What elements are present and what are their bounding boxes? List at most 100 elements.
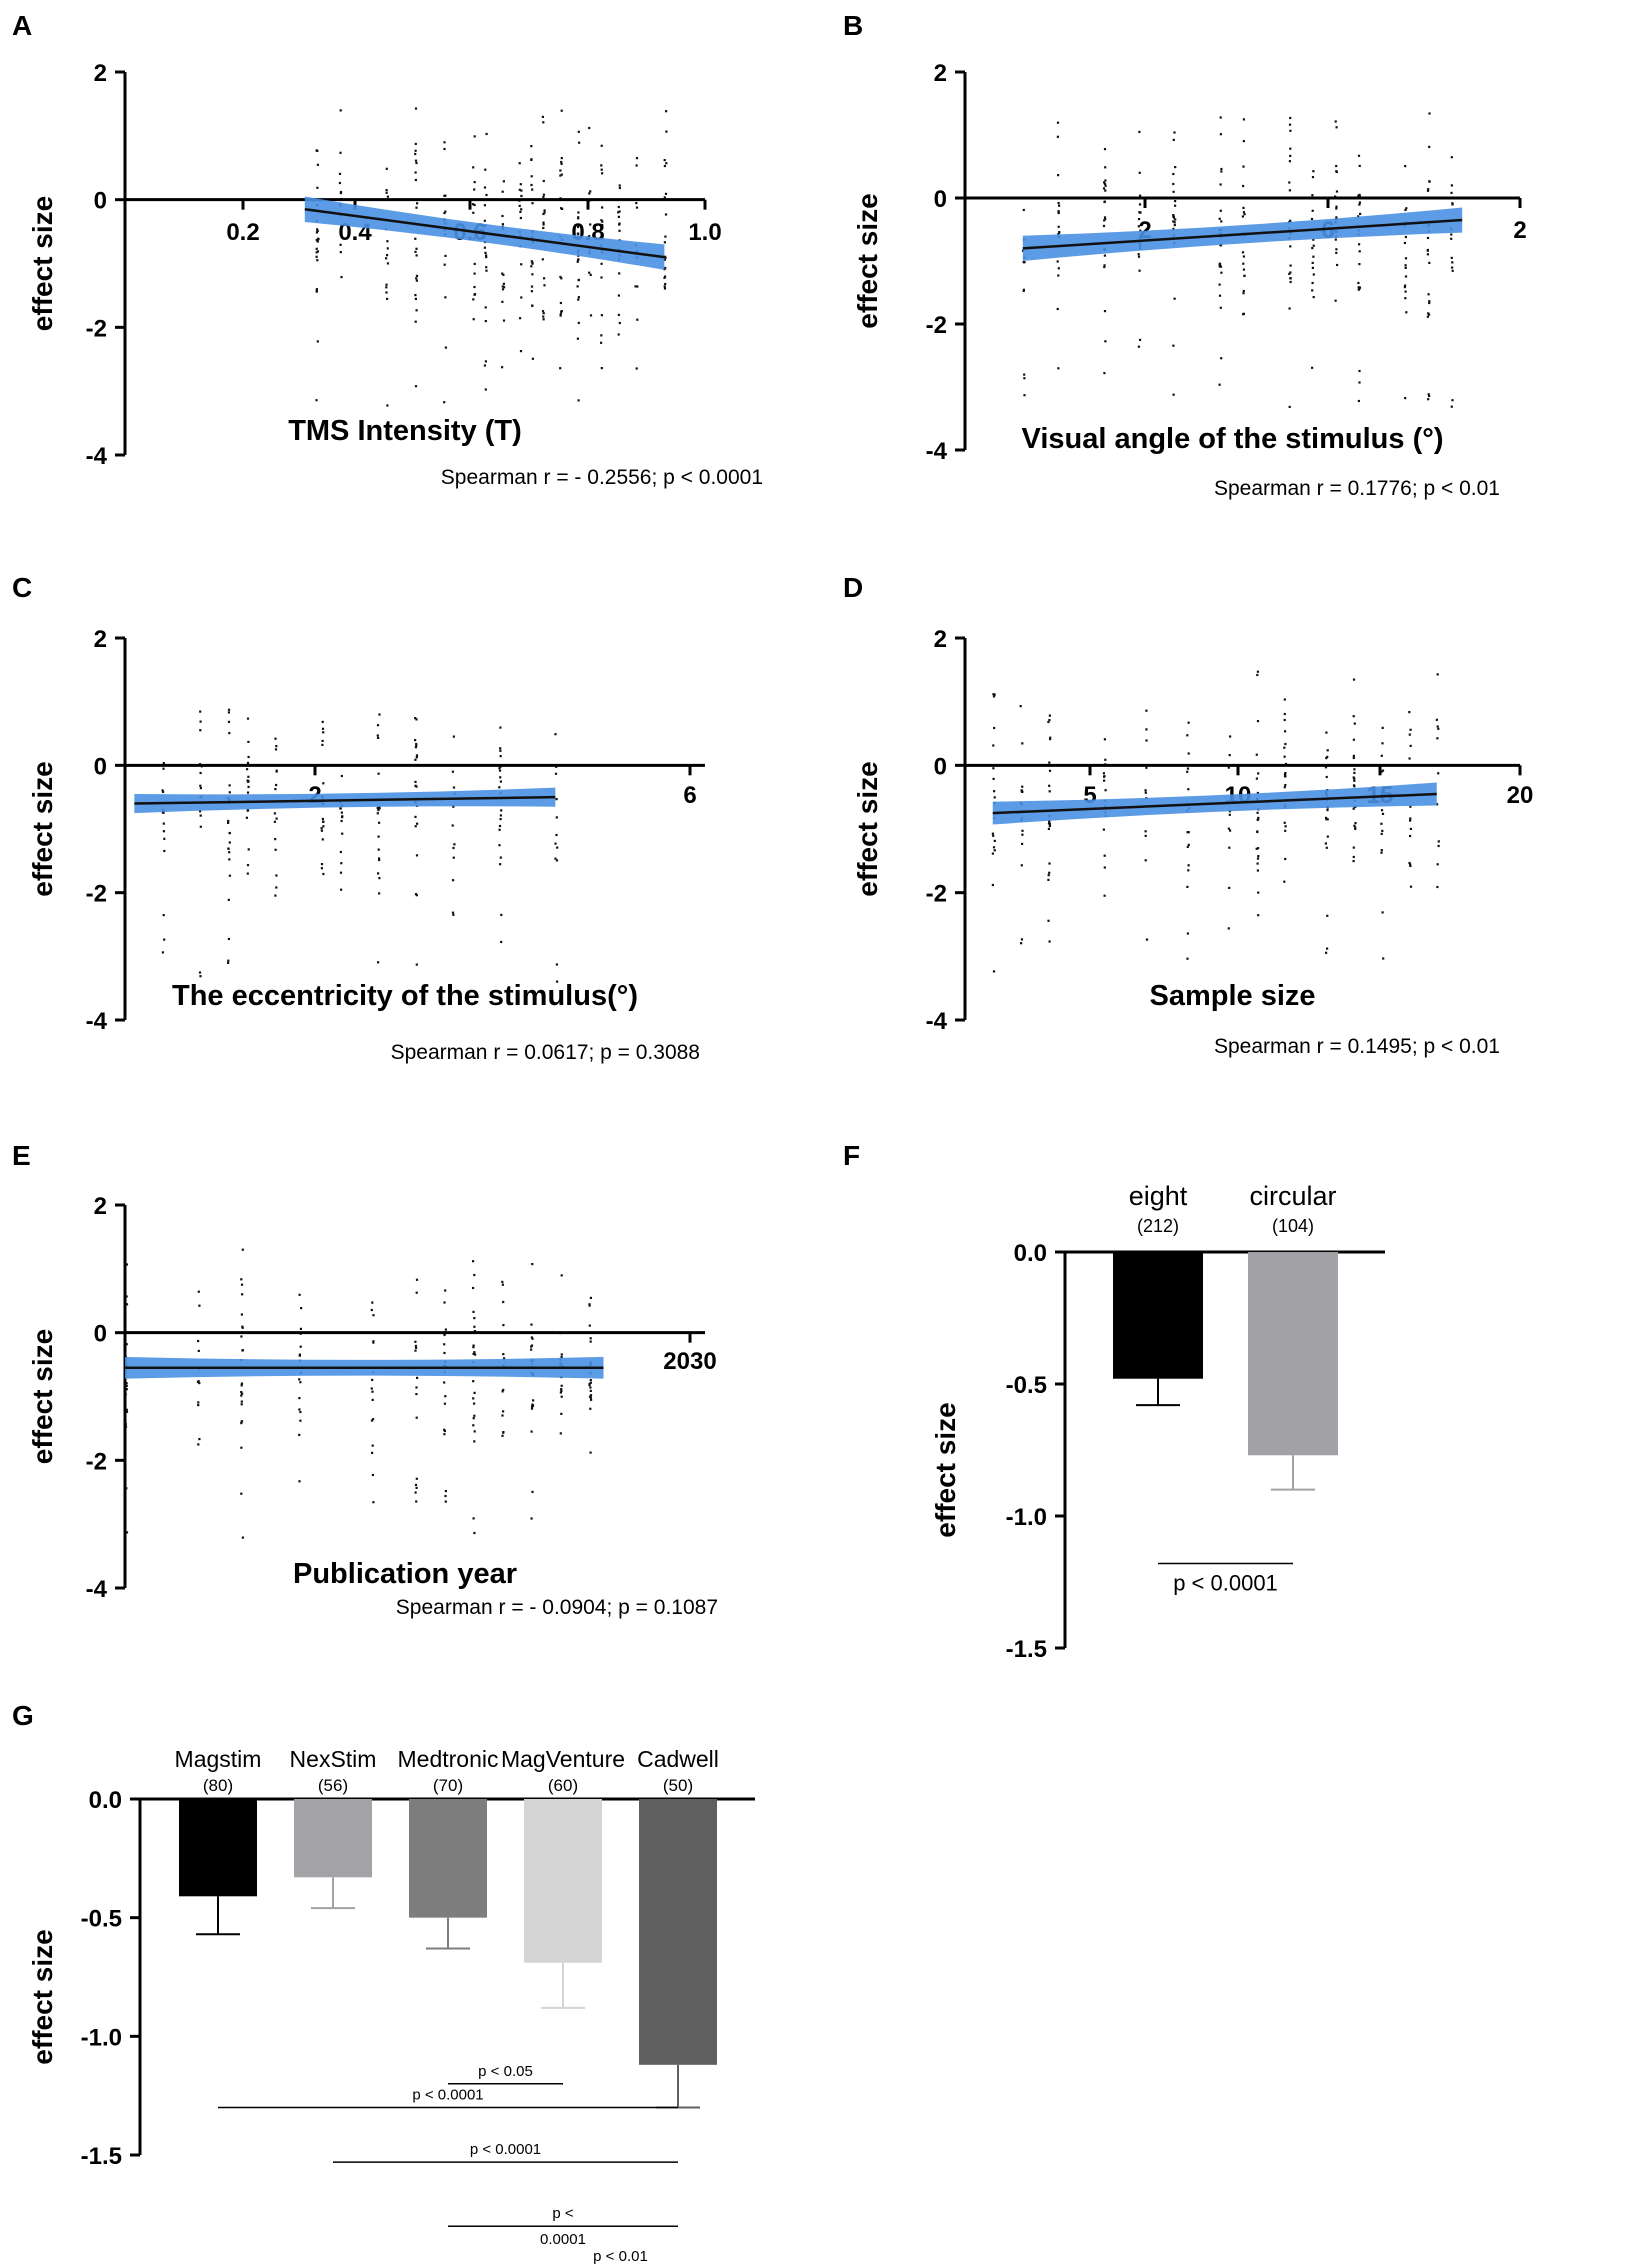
scatter-point xyxy=(576,285,579,288)
scatter-point xyxy=(1284,730,1287,733)
scatter-point xyxy=(992,767,995,770)
scatter-point xyxy=(386,254,389,257)
scatter-point xyxy=(1172,393,1175,396)
scatter-point xyxy=(443,141,446,144)
scatter-point xyxy=(298,1480,301,1483)
scatter-point xyxy=(199,771,202,775)
scatter-point xyxy=(1255,777,1258,780)
scatter-point xyxy=(1172,138,1175,141)
scatter-point xyxy=(554,857,557,860)
scatter-point xyxy=(635,202,638,205)
scatter-point xyxy=(1048,824,1051,828)
scatter-point xyxy=(1256,720,1260,723)
scatter-point xyxy=(275,886,278,889)
scatter-point xyxy=(228,708,231,711)
scatter-point xyxy=(1358,164,1361,167)
scatter-point xyxy=(414,1491,417,1494)
scatter-point xyxy=(498,769,502,772)
scatter-point xyxy=(473,1330,476,1333)
scatter-point xyxy=(501,288,505,291)
scatter-point xyxy=(1357,215,1360,218)
scatter-point xyxy=(378,821,381,824)
scatter-point xyxy=(519,350,523,353)
scatter-point xyxy=(1380,851,1383,854)
scatter-point xyxy=(452,786,456,789)
scatter-point xyxy=(1173,297,1176,300)
scatter-point xyxy=(1335,251,1338,254)
scatter-point xyxy=(502,180,505,183)
scatter-point xyxy=(1335,216,1338,219)
scatter-point xyxy=(485,132,488,136)
scatter-point xyxy=(1219,306,1222,309)
y-tick-label: -1.5 xyxy=(81,2143,122,2170)
scatter-point xyxy=(321,720,324,723)
scatter-point xyxy=(415,1477,418,1480)
scatter-point xyxy=(376,724,380,727)
scatter-point xyxy=(1311,176,1315,179)
scatter-point xyxy=(472,1417,475,1420)
scatter-point xyxy=(559,174,562,177)
scatter-point xyxy=(320,867,323,870)
scatter-point xyxy=(1335,248,1338,251)
scatter-point xyxy=(298,1397,301,1400)
scatter-point xyxy=(589,223,592,226)
scatter-point xyxy=(1336,263,1339,267)
scatter-point xyxy=(588,1382,591,1386)
panel-letter: F xyxy=(843,1140,860,1171)
scatter-point xyxy=(1284,784,1287,787)
scatter-points xyxy=(161,708,559,983)
scatter-point xyxy=(1426,248,1429,252)
scatter-point xyxy=(1380,809,1384,812)
scatter-point xyxy=(1023,261,1026,264)
scatter-point xyxy=(499,726,502,729)
x-tick-label: 0.2 xyxy=(226,219,259,246)
scatter-point xyxy=(1335,164,1338,168)
scatter-point xyxy=(1057,174,1060,177)
scatter-point xyxy=(485,193,488,197)
scatter-point xyxy=(452,856,455,859)
scatter-point xyxy=(498,767,501,770)
scatter-point xyxy=(1381,769,1385,772)
scatter-point xyxy=(386,240,389,243)
x-axis-label: TMS Intensity (T) xyxy=(288,415,522,447)
scatter-point xyxy=(1242,312,1245,315)
scatter-point xyxy=(1409,885,1413,888)
scatter-point xyxy=(198,971,202,974)
scatter-point xyxy=(1352,855,1355,859)
scatter-point xyxy=(1409,744,1412,747)
scatter-point xyxy=(500,913,503,916)
y-tick-label: -4 xyxy=(86,1008,108,1035)
scatter-point xyxy=(1352,678,1356,681)
scatter-point xyxy=(1172,344,1175,347)
scatter-point xyxy=(1229,829,1232,832)
scatter-point xyxy=(542,226,545,230)
scatter-point xyxy=(378,857,381,860)
scatter-point xyxy=(560,277,563,280)
scatter-point xyxy=(1137,225,1140,228)
scatter-point xyxy=(1334,299,1337,302)
scatter-point xyxy=(1451,269,1454,272)
spearman-annotation: Spearman r = - 0.0904; p = 0.1087 xyxy=(396,1596,718,1619)
scatter-point xyxy=(372,1341,375,1344)
scatter-point xyxy=(472,1286,475,1290)
scatter-point xyxy=(561,207,564,210)
scatter-point xyxy=(162,767,165,770)
scatter-point xyxy=(376,734,379,737)
scatter-point xyxy=(1257,772,1260,775)
scatter-point xyxy=(635,157,639,160)
scatter-point xyxy=(1354,822,1357,825)
scatter-point xyxy=(664,235,667,238)
scatter-point xyxy=(1174,166,1177,169)
scatter-point xyxy=(1187,721,1190,724)
scatter-point xyxy=(1283,786,1286,789)
y-tick-label: 2 xyxy=(934,626,947,653)
scatter-point xyxy=(1437,727,1440,730)
scatter-point xyxy=(322,782,325,785)
scatter-point xyxy=(499,818,502,821)
x-tick-label: 2 xyxy=(1513,217,1526,244)
scatter-point xyxy=(228,831,231,835)
scatter-point xyxy=(577,399,580,402)
scatter-point xyxy=(197,1339,200,1343)
scatter-point xyxy=(247,775,250,778)
